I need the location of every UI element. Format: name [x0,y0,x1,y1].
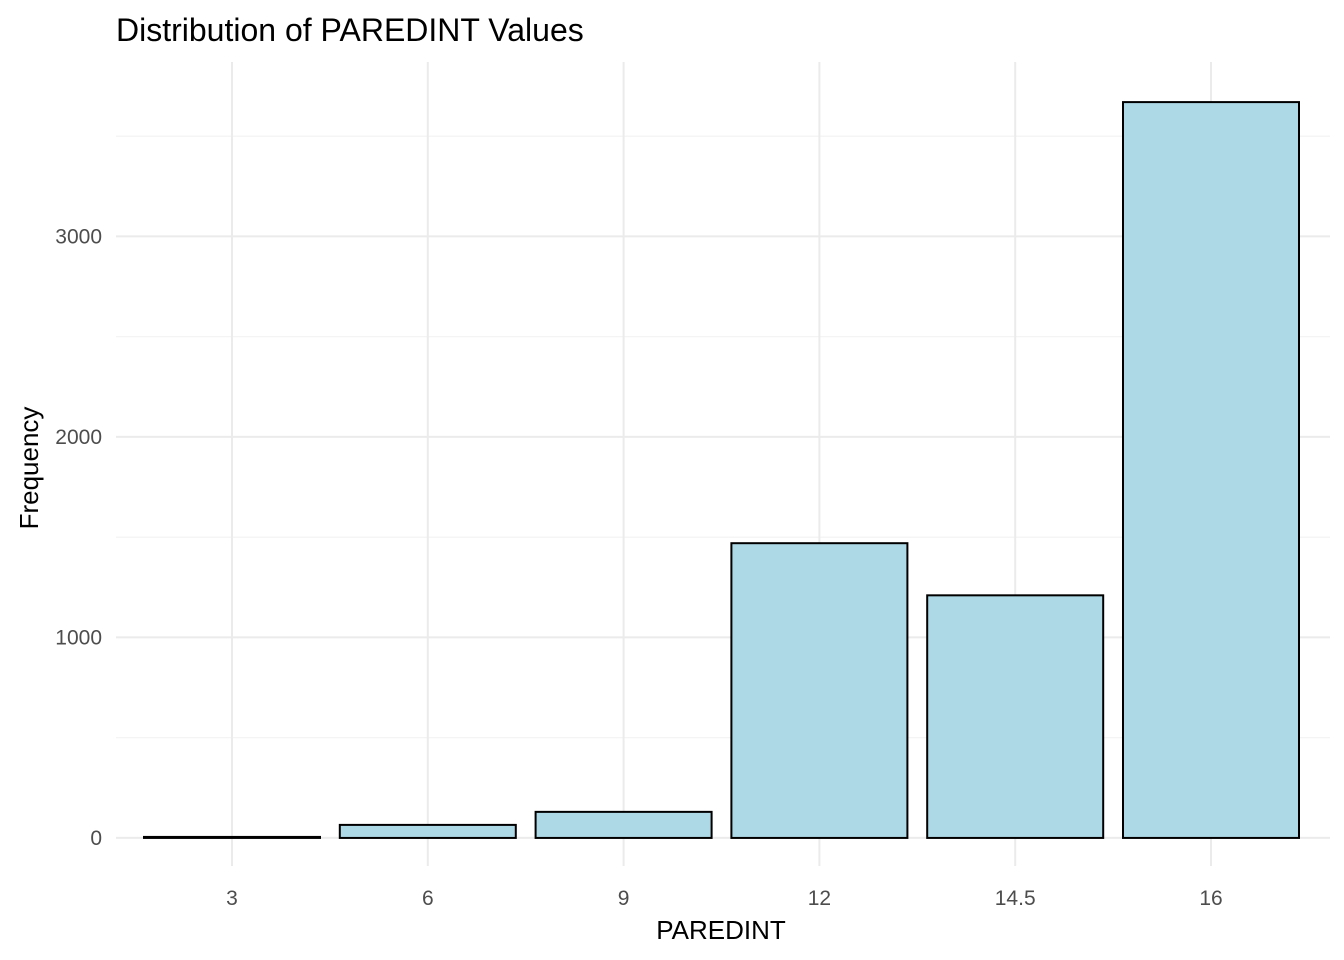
x-tick-label: 14.5 [995,887,1036,910]
x-axis-ticks: 3 6 9 12 14.5 16 [226,887,1223,910]
x-tick-label: 6 [422,887,434,910]
x-tick-label: 12 [808,887,831,910]
y-tick-label: 0 [90,827,102,850]
y-tick-label: 3000 [55,225,102,248]
y-axis-ticks: 0 1000 2000 3000 [55,225,102,849]
bar-12 [730,542,909,839]
x-tick-label: 16 [1199,887,1222,910]
x-tick-label: 9 [618,887,630,910]
x-tick-label: 3 [226,887,238,910]
bar-3 [143,835,321,839]
bars [143,101,1300,839]
y-tick-label: 1000 [55,626,102,649]
y-tick-label: 2000 [55,426,102,449]
y-axis-title: Frequency [14,407,44,530]
x-axis-title: PAREDINT [656,915,786,945]
chart-title: Distribution of PAREDINT Values [116,12,584,48]
bar-14.5 [926,594,1105,839]
bar-6 [338,823,517,839]
bar-16 [1122,101,1300,839]
bar-9 [534,810,713,839]
